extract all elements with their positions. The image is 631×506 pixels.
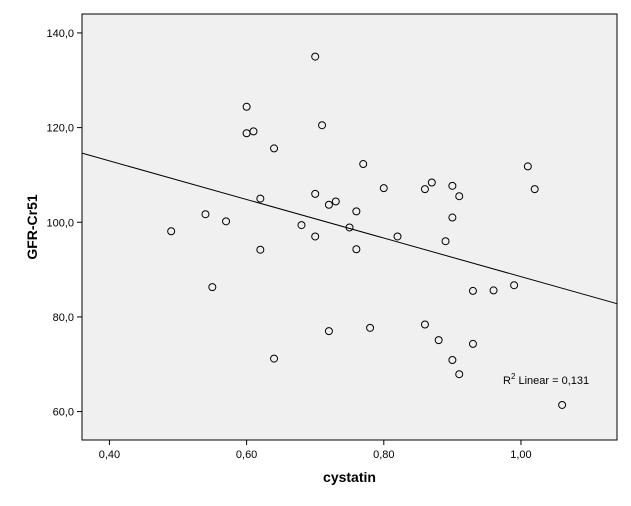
data-point xyxy=(448,213,457,222)
regression-line xyxy=(81,152,618,305)
data-point xyxy=(448,356,457,365)
data-point xyxy=(242,102,251,111)
y-axis-title: GFR-Cr51 xyxy=(24,194,40,260)
data-point xyxy=(420,185,429,194)
data-point xyxy=(441,237,450,246)
data-point xyxy=(311,189,320,198)
data-point xyxy=(379,184,388,193)
data-point xyxy=(270,354,279,363)
x-tick-label: 0,60 xyxy=(236,449,257,461)
data-point xyxy=(352,245,361,254)
x-tick-label: 1,00 xyxy=(510,449,531,461)
data-point xyxy=(558,400,567,409)
data-point xyxy=(311,52,320,61)
data-point xyxy=(222,217,231,226)
data-point xyxy=(434,336,443,345)
y-tick-label: 80,0 xyxy=(53,312,74,324)
data-point xyxy=(448,181,457,190)
data-point xyxy=(201,210,210,219)
data-point xyxy=(324,200,333,209)
data-point xyxy=(167,227,176,236)
y-tick-label: 140,0 xyxy=(46,28,74,40)
data-point xyxy=(468,339,477,348)
x-tick-label: 0,40 xyxy=(99,449,120,461)
r-squared-annotation: R2 Linear = 0,131 xyxy=(503,372,589,387)
data-point xyxy=(455,192,464,201)
y-tick-label: 120,0 xyxy=(46,123,74,135)
data-point xyxy=(297,221,306,230)
r-squared-superscript: 2 xyxy=(511,372,516,381)
data-point xyxy=(468,286,477,295)
data-point xyxy=(256,194,265,203)
r-squared-value: Linear = 0,131 xyxy=(515,375,589,387)
y-tick-label: 60,0 xyxy=(53,407,74,419)
data-point xyxy=(489,286,498,295)
data-point xyxy=(393,232,402,241)
data-point xyxy=(311,232,320,241)
fit-line-layer xyxy=(81,152,618,305)
r-squared-base: R xyxy=(503,375,511,387)
y-tick-label: 100,0 xyxy=(46,217,74,229)
data-point xyxy=(242,129,251,138)
data-point xyxy=(324,327,333,336)
y-axis-ticks: 60,0 80,0 100,0 120,0 140,0 xyxy=(46,28,82,419)
x-axis-ticks: 0,40 0,60 0,80 1,00 xyxy=(99,440,532,461)
data-point xyxy=(427,178,436,187)
data-point xyxy=(318,121,327,130)
data-point xyxy=(256,245,265,254)
data-point xyxy=(345,223,354,232)
data-point xyxy=(455,370,464,379)
data-point xyxy=(366,323,375,332)
data-point xyxy=(270,144,279,153)
data-point xyxy=(352,207,361,216)
data-point xyxy=(208,283,217,292)
data-point xyxy=(510,281,519,290)
data-point xyxy=(530,185,539,194)
data-point xyxy=(420,320,429,329)
data-points xyxy=(167,52,567,409)
data-point xyxy=(331,197,340,206)
x-tick-label: 0,80 xyxy=(373,449,394,461)
plot-area xyxy=(81,13,618,441)
data-point xyxy=(523,162,532,171)
data-point xyxy=(359,160,368,169)
x-axis-title: cystatin xyxy=(323,469,376,485)
